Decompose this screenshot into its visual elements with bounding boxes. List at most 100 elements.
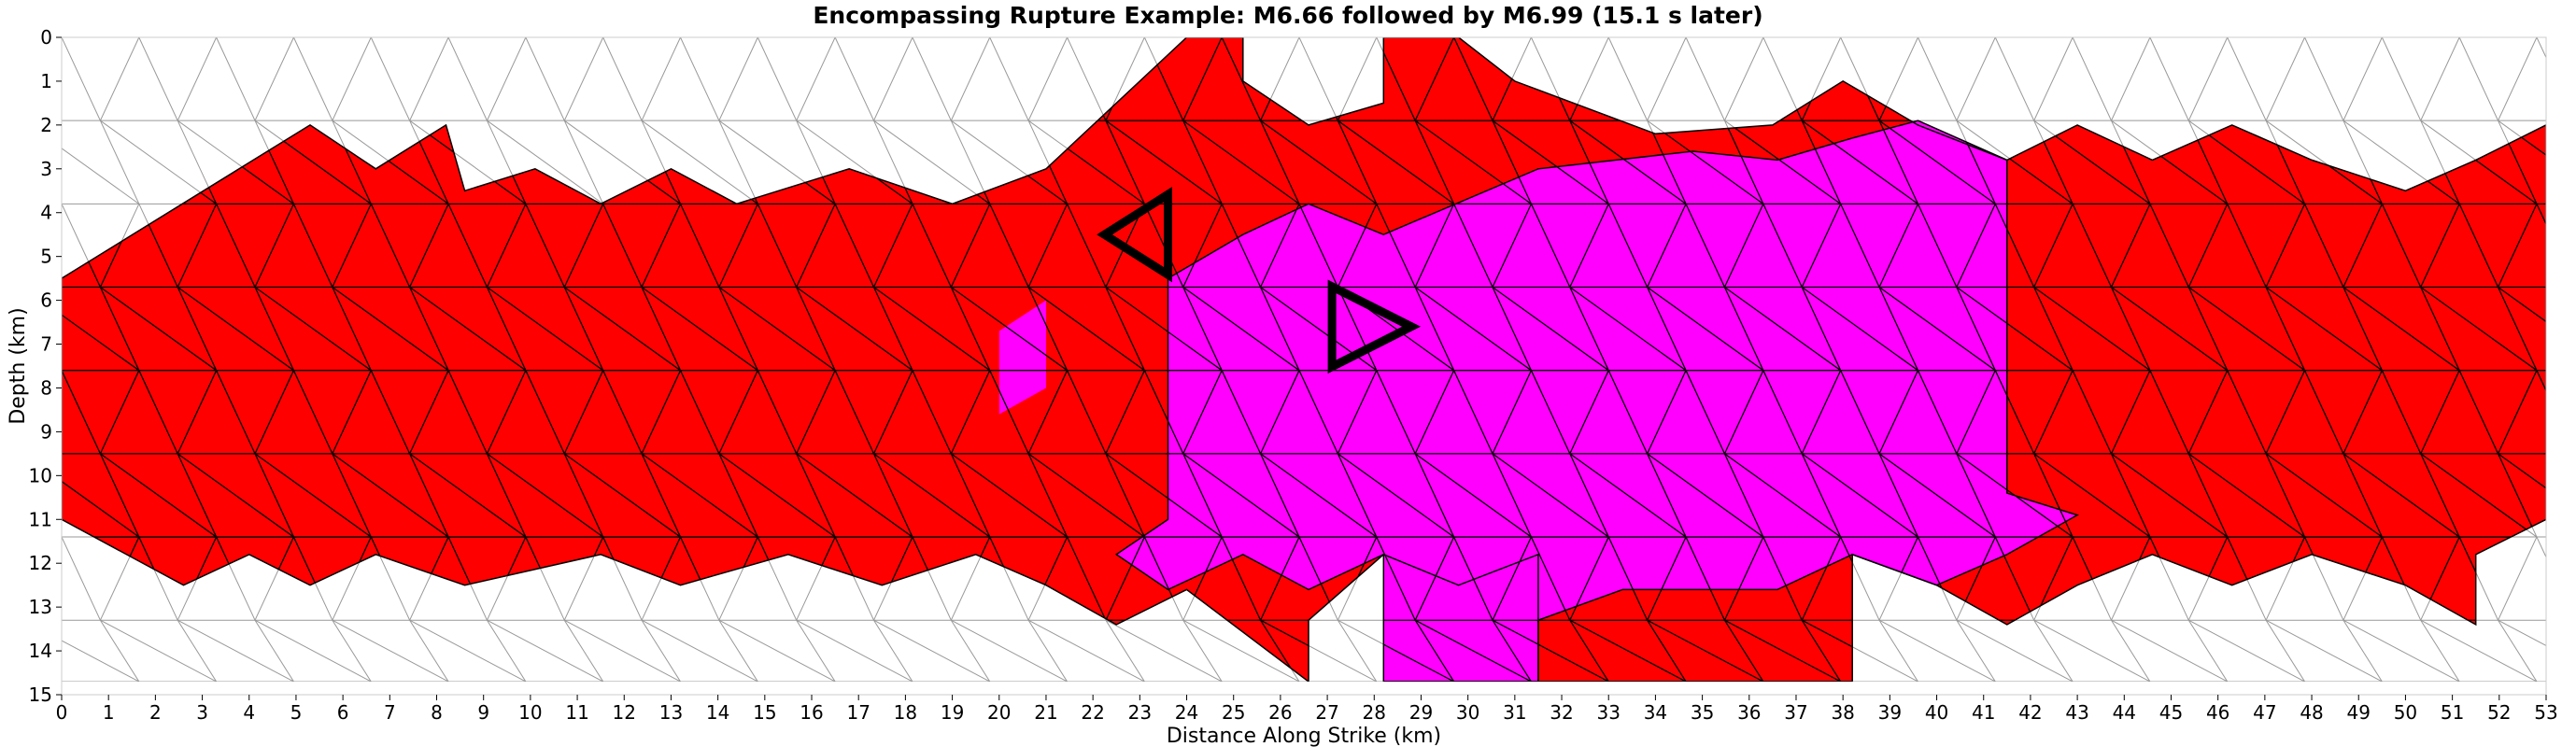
ruptured-diagonal [641,286,758,372]
mesh-diagonal [525,37,565,121]
mesh-diagonal [1878,619,1918,682]
ruptured-diagonal [332,370,372,455]
ruptured-diagonal [796,287,836,371]
ruptured-diagonal [2111,453,2229,538]
mesh-diagonal [254,37,294,121]
ruptured-diagonal [872,204,913,288]
x-tick-label: 18 [894,701,917,724]
x-tick-label: 22 [1081,701,1104,724]
ruptured-diagonal [1414,120,1532,204]
ruptured-diagonal [950,204,991,288]
ruptured-diagonal [1994,536,2035,621]
ruptured-diagonal [2420,453,2460,538]
ruptured-diagonal [2342,370,2383,455]
ruptured-diagonal [1878,120,1919,204]
ruptured-diagonal [2420,453,2538,538]
mesh-diagonal [177,619,294,682]
ruptured-diagonal [873,453,991,538]
y-tick-label: 2 [40,114,52,136]
mesh-diagonal [487,37,527,121]
x-tick-label: 39 [1878,701,1902,724]
ruptured-diagonal [292,204,333,288]
ruptured-diagonal [2227,370,2267,455]
ruptured-diagonal [2072,204,2113,288]
ruptured-diagonal [1956,453,1996,538]
x-tick-label: 11 [565,701,588,724]
x-tick-label: 49 [2347,701,2371,724]
ruptured-diagonal [525,370,565,455]
ruptured-diagonal [1260,120,1378,204]
mesh-diagonal [2498,37,2538,121]
mesh-diagonal [2033,619,2151,682]
mesh-diagonal [680,37,720,121]
ruptured-diagonal [1259,287,1300,371]
mesh-diagonal [2111,37,2151,121]
ruptured-diagonal [1492,370,1533,455]
ruptured-diagonal [718,287,758,371]
ruptured-diagonal [1337,453,1378,538]
ruptured-diagonal [1530,204,1571,288]
ruptured-diagonal [1105,370,1145,455]
ruptured-diagonal [1182,120,1223,204]
ruptured-diagonal [679,204,720,288]
ruptured-diagonal [1607,370,1649,455]
ruptured-diagonal [2110,287,2151,371]
ruptured-diagonal [62,370,101,455]
ruptured-diagonal [1105,453,1145,538]
ruptured-diagonal [2342,453,2460,538]
x-tick-label: 43 [2065,701,2088,724]
mesh-diagonal [2265,619,2383,682]
ruptured-diagonal [1569,453,1609,538]
ruptured-diagonal [1221,536,1262,621]
ruptured-diagonal [1647,536,1687,621]
mesh-diagonal [2033,37,2074,121]
ruptured-diagonal [1414,619,1455,682]
ruptured-diagonal [370,370,411,455]
ruptured-diagonal [1414,453,1455,538]
x-axis-label: Distance Along Strike (km) [1167,725,1441,747]
ruptured-diagonal [1569,286,1687,372]
mesh-diagonal [641,37,681,121]
x-tick-label: 42 [2018,701,2042,724]
x-tick-label: 3 [196,701,208,724]
ruptured-diagonal [1685,536,1726,621]
ruptured-diagonal [2381,204,2422,288]
mesh-diagonal [563,120,604,204]
y-tick-label: 7 [40,333,52,356]
mesh-diagonal [796,619,836,682]
mesh-diagonal [1762,37,1803,121]
mesh-diagonal [409,37,449,121]
mesh-diagonal [796,619,913,682]
ruptured-diagonal [912,370,952,455]
ruptured-diagonal [1569,453,1687,538]
ruptured-diagonal [1723,287,1764,371]
ruptured-diagonal [254,453,295,538]
ruptured-diagonal [1337,287,1378,371]
ruptured-diagonal [834,370,875,455]
ruptured-diagonal [370,204,411,288]
ruptured-diagonal [796,453,913,538]
mesh-diagonal [950,37,991,121]
mesh-diagonal [1105,619,1223,682]
x-tick-label: 21 [1034,701,1057,724]
ruptured-diagonal [1182,120,1300,204]
ruptured-diagonal [1878,453,1919,538]
ruptured-diagonal [1414,204,1455,288]
mesh-diagonal [1685,37,1725,121]
ruptured-diagonal [62,286,140,372]
mesh-diagonal [62,640,140,682]
x-tick-label: 13 [659,701,683,724]
ruptured-diagonal [1066,204,1107,288]
ruptured-diagonal [1878,453,1996,538]
ruptured-diagonal [1647,370,1687,455]
x-tick-label: 52 [2487,701,2511,724]
x-tick-label: 41 [1972,701,1995,724]
ruptured-diagonal [1259,536,1300,621]
x-tick-label: 40 [1925,701,1948,724]
mesh-diagonal [2265,37,2305,121]
x-tick-label: 5 [290,701,303,724]
y-tick-label: 3 [40,158,52,180]
rupture-outline [62,37,2546,682]
ruptured-diagonal [1492,536,1533,621]
mesh-diagonal [2227,37,2267,121]
